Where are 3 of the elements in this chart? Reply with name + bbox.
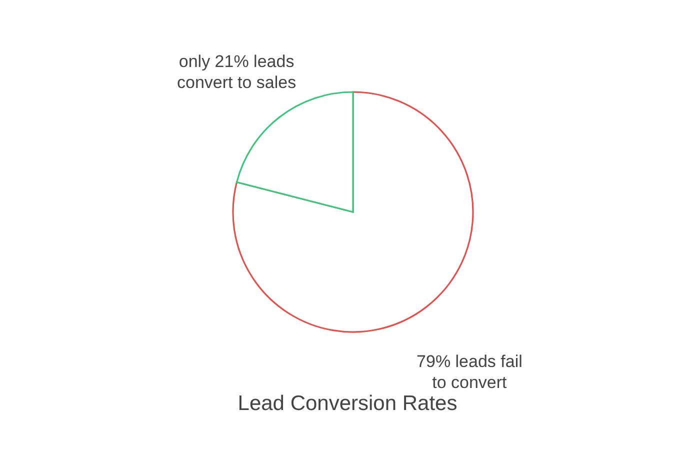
slice-label: 79% leads fail to convert (416, 352, 522, 392)
slice-label: only 21% leads convert to sales (177, 52, 296, 92)
text: Lead Conversion Rates (238, 392, 458, 415)
